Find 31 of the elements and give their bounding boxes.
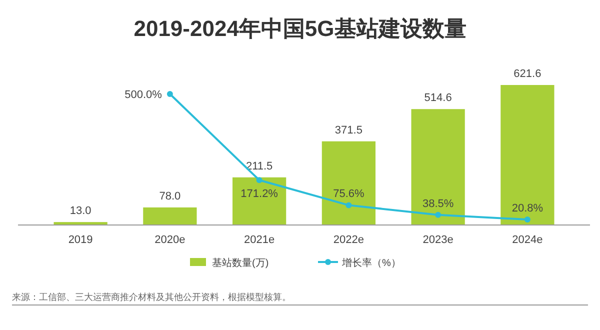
source-note: 来源：工信部、三大运营商推介材料及其他公开资料，根据模型核算。 bbox=[12, 292, 291, 302]
point bbox=[435, 212, 442, 218]
x-tick-label: 2019 bbox=[68, 234, 93, 246]
data-label: 514.6 bbox=[424, 92, 452, 104]
data-label: 78.0 bbox=[159, 190, 181, 202]
bar bbox=[232, 177, 286, 225]
legend-label: 基站数量(万) bbox=[212, 257, 269, 269]
chart-title: 2019-2024年中国5G基站建设数量 bbox=[134, 16, 466, 41]
data-label: 38.5% bbox=[422, 198, 454, 210]
x-tick-label: 2020e bbox=[154, 234, 186, 246]
x-tick-label: 2024e bbox=[512, 234, 543, 246]
point bbox=[346, 202, 352, 208]
data-label: 75.6% bbox=[333, 188, 364, 200]
data-label: 500.0% bbox=[124, 89, 162, 101]
data-label: 371.5 bbox=[334, 124, 362, 136]
data-label: 171.2% bbox=[240, 188, 278, 200]
bar bbox=[322, 141, 376, 225]
x-tick-label: 2022e bbox=[333, 234, 364, 246]
x-tick-label: 2021e bbox=[244, 234, 275, 246]
bar bbox=[143, 207, 197, 225]
data-label: 20.8% bbox=[512, 202, 544, 215]
bar bbox=[500, 85, 554, 225]
data-label: 621.6 bbox=[514, 68, 542, 80]
point bbox=[166, 91, 173, 97]
data-label: 211.5 bbox=[246, 160, 273, 172]
data-label: 13.0 bbox=[70, 205, 92, 218]
x-tick-label: 2023e bbox=[422, 234, 454, 246]
point bbox=[256, 177, 262, 184]
bar bbox=[411, 109, 465, 225]
point bbox=[524, 216, 530, 223]
legend-label: 增长率（%） bbox=[341, 257, 401, 269]
